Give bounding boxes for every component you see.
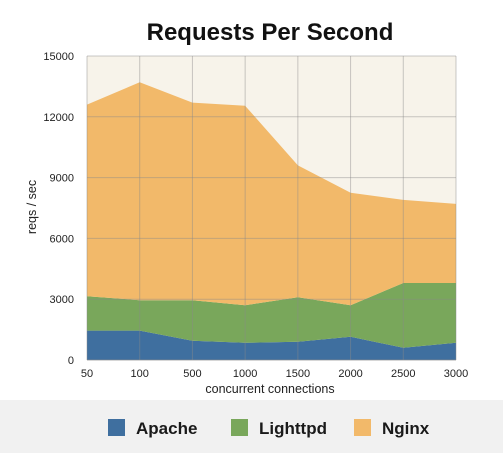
x-tick-label: 500: [183, 368, 201, 380]
x-tick-label: 1000: [233, 368, 257, 380]
legend-background: [0, 400, 503, 453]
x-axis-ticks: 50 100 500 1000 1500 2000 2500 3000: [81, 368, 468, 380]
y-tick-label: 3000: [50, 294, 74, 306]
x-tick-label: 100: [131, 368, 149, 380]
legend: Apache Lighttpd Nginx: [108, 419, 430, 438]
legend-item-lighttpd: Lighttpd: [231, 419, 327, 438]
x-tick-label: 2500: [391, 368, 415, 380]
series-area-apache: [87, 330, 456, 360]
series-area-nginx: [87, 82, 456, 306]
x-tick-label: 50: [81, 368, 93, 380]
legend-label: Lighttpd: [259, 419, 327, 438]
series-area-lighttpd: [87, 283, 456, 348]
legend-item-apache: Apache: [108, 419, 197, 438]
y-axis-label: reqs / sec: [25, 180, 39, 234]
legend-label: Nginx: [382, 419, 430, 438]
legend-swatch: [231, 419, 248, 436]
grid-layer: [86, 55, 457, 361]
legend-label: Apache: [136, 419, 197, 438]
legend-swatch: [108, 419, 125, 436]
y-tick-label: 0: [68, 355, 74, 367]
x-tick-label: 3000: [444, 368, 468, 380]
legend-swatch: [354, 419, 371, 436]
y-tick-label: 9000: [50, 173, 74, 185]
x-axis-label: concurrent connections: [205, 382, 334, 396]
y-tick-label: 12000: [43, 112, 74, 124]
chart-title: Requests Per Second: [147, 19, 394, 46]
y-tick-label: 15000: [43, 51, 74, 63]
y-axis-ticks: 0 3000 6000 9000 12000 15000: [43, 51, 74, 367]
x-tick-label: 1500: [286, 368, 310, 380]
y-tick-label: 6000: [50, 233, 74, 245]
legend-item-nginx: Nginx: [354, 419, 430, 438]
x-tick-label: 2000: [338, 368, 362, 380]
series-layer: [87, 82, 456, 360]
